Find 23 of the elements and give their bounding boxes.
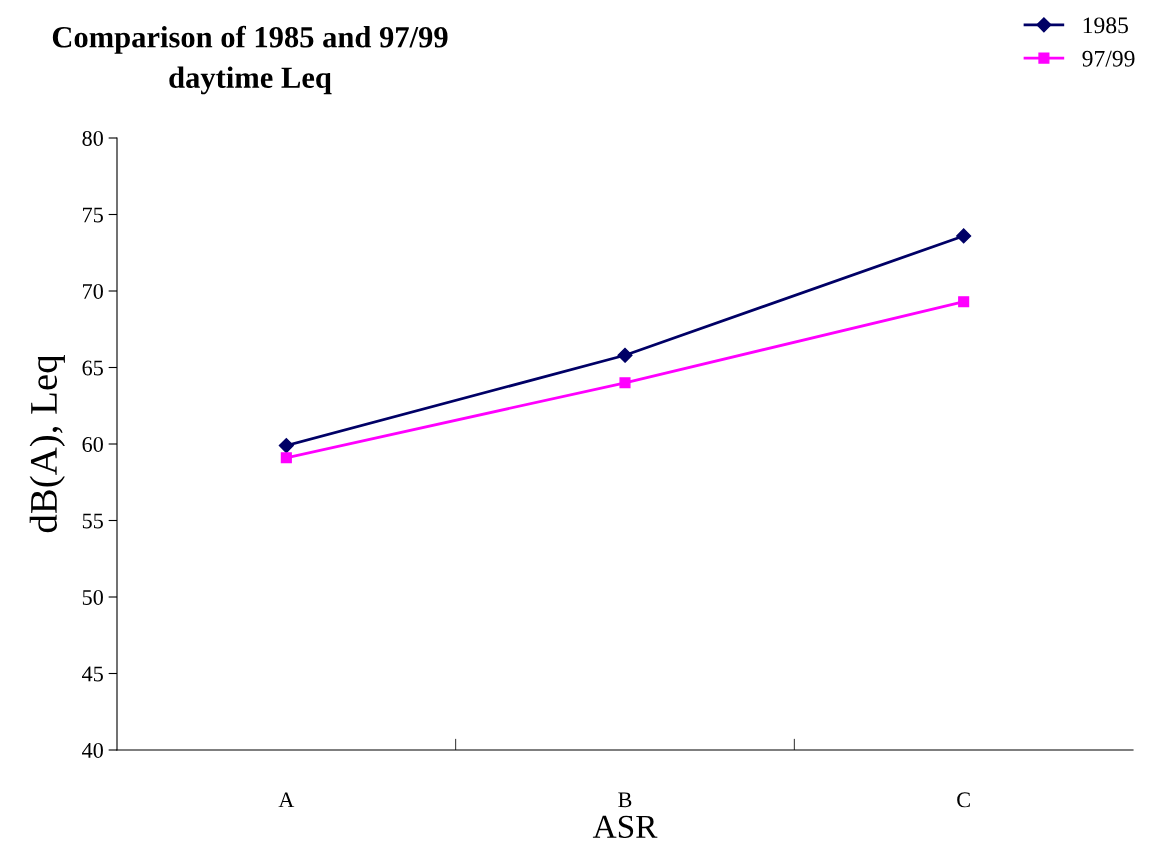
y-axis-title: dB(A), Leq (29, 355, 65, 533)
legend-label: 1985 (1083, 17, 1128, 34)
point (619, 377, 631, 389)
point (280, 452, 292, 464)
x-axis-title: ASR (592, 815, 658, 839)
y-tick-label: 60 (82, 436, 103, 452)
y-tick-label: 75 (83, 207, 103, 223)
point (617, 347, 633, 363)
y-tick-label: 55 (82, 513, 103, 529)
y-tick-label: 40 (82, 742, 103, 758)
x-tick-label: A (278, 792, 295, 808)
point (956, 228, 972, 244)
point (958, 296, 970, 308)
x-tick-label: B (618, 792, 632, 808)
y-tick-label: 45 (82, 666, 103, 682)
x-tick-label: C (957, 792, 970, 808)
y-tick-label: 65 (82, 360, 103, 376)
y-tick-label: 70 (83, 283, 103, 299)
chart-title: Comparison of 1985 and 97/99 daytime Leq (52, 25, 448, 95)
y-tick-label: 80 (82, 130, 103, 146)
legend-label: 97/99 (1082, 50, 1135, 67)
y-tick-label: 50 (82, 589, 103, 605)
point (278, 437, 294, 454)
